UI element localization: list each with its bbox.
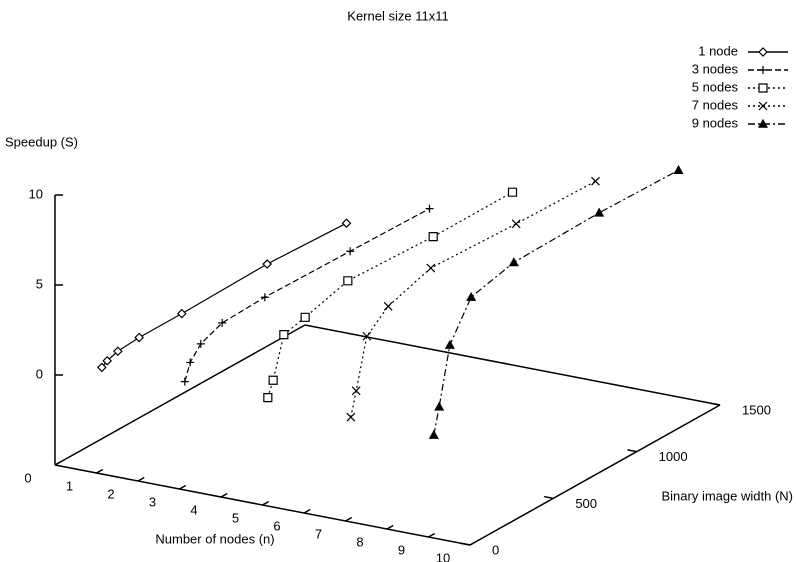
y-tick xyxy=(627,449,637,453)
series-line xyxy=(267,191,513,398)
data-point xyxy=(466,291,477,301)
data-point xyxy=(102,355,113,366)
legend-label: 5 nodes xyxy=(692,79,739,94)
series-line xyxy=(101,222,347,368)
data-point xyxy=(176,308,187,319)
x-tick xyxy=(345,516,353,522)
x-tick xyxy=(137,476,145,482)
x-tick xyxy=(262,500,270,506)
data-point xyxy=(594,207,605,217)
x-tick-label: 1 xyxy=(66,478,73,493)
data-point xyxy=(508,257,519,267)
x-tick xyxy=(179,484,187,490)
x-tick-label: 0 xyxy=(24,470,31,485)
x-tick-label: 8 xyxy=(356,534,363,549)
x-tick-label: 4 xyxy=(190,502,197,517)
chart-title: Kernel size 11x11 xyxy=(347,8,448,23)
x-tick-label: 2 xyxy=(107,486,114,501)
y-tick-label: 1000 xyxy=(659,449,688,464)
data-point xyxy=(426,263,436,273)
x-tick-label: 7 xyxy=(315,526,322,541)
floor-edge xyxy=(54,324,306,466)
data-point xyxy=(351,386,361,396)
data-point xyxy=(134,332,145,343)
series-line xyxy=(433,169,679,436)
y-tick-label: 500 xyxy=(575,496,597,511)
x-tick xyxy=(220,492,228,498)
floor-edge xyxy=(304,324,721,406)
z-tick-label: 0 xyxy=(36,366,43,381)
data-point xyxy=(428,429,439,439)
data-point xyxy=(341,218,352,229)
data-point xyxy=(444,339,455,349)
data-point xyxy=(112,346,123,357)
legend-marker xyxy=(757,118,769,128)
x-tick xyxy=(469,540,477,546)
data-point xyxy=(511,219,521,229)
data-point xyxy=(218,318,227,327)
data-point xyxy=(260,293,269,302)
data-point xyxy=(428,232,438,242)
x-tick xyxy=(96,468,104,474)
data-point xyxy=(300,312,310,322)
data-point xyxy=(383,301,393,311)
x-tick-label: 9 xyxy=(398,542,405,557)
legend-marker xyxy=(758,83,768,93)
data-point xyxy=(262,259,273,269)
x-tick xyxy=(428,532,436,538)
data-point xyxy=(425,204,434,213)
legend-label: 1 node xyxy=(698,43,738,58)
y-axis-label: Binary image width (N) xyxy=(662,488,794,503)
data-point xyxy=(346,412,356,422)
data-point xyxy=(268,375,278,385)
x-axis-label: Number of nodes (n) xyxy=(155,531,274,546)
z-axis-label: Speedup (S) xyxy=(5,134,78,149)
x-tick-label: 3 xyxy=(149,494,156,509)
data-point xyxy=(180,377,189,386)
data-point xyxy=(343,276,353,286)
legend-label: 3 nodes xyxy=(692,61,739,76)
data-point xyxy=(96,362,107,373)
y-tick xyxy=(543,495,554,500)
series-line xyxy=(184,208,430,382)
floor-edge xyxy=(469,404,721,546)
legend-marker xyxy=(759,66,767,74)
legend-marker xyxy=(758,101,768,111)
legend-label: 9 nodes xyxy=(692,115,739,130)
x-tick xyxy=(303,508,311,514)
z-tick-label: 10 xyxy=(29,186,43,201)
data-point xyxy=(591,176,600,186)
data-point xyxy=(362,331,372,341)
data-point xyxy=(507,187,518,197)
legend-label: 7 nodes xyxy=(692,97,739,112)
data-point xyxy=(263,393,273,403)
y-tick-label: 0 xyxy=(492,542,499,557)
x-tick-label: 10 xyxy=(436,550,450,562)
y-tick-label: 1500 xyxy=(742,402,771,417)
y-tick xyxy=(460,542,471,546)
y-tick xyxy=(710,402,721,406)
data-point xyxy=(196,339,205,348)
data-point xyxy=(279,330,289,340)
data-point xyxy=(673,164,684,174)
data-point xyxy=(346,247,355,256)
x-tick xyxy=(386,524,394,530)
legend-marker xyxy=(758,47,768,57)
data-point xyxy=(186,358,195,367)
z-tick-label: 5 xyxy=(36,276,43,291)
data-point xyxy=(434,401,445,411)
x-tick-label: 5 xyxy=(232,510,239,525)
x-tick-label: 6 xyxy=(273,518,280,533)
x-tick xyxy=(54,460,62,466)
